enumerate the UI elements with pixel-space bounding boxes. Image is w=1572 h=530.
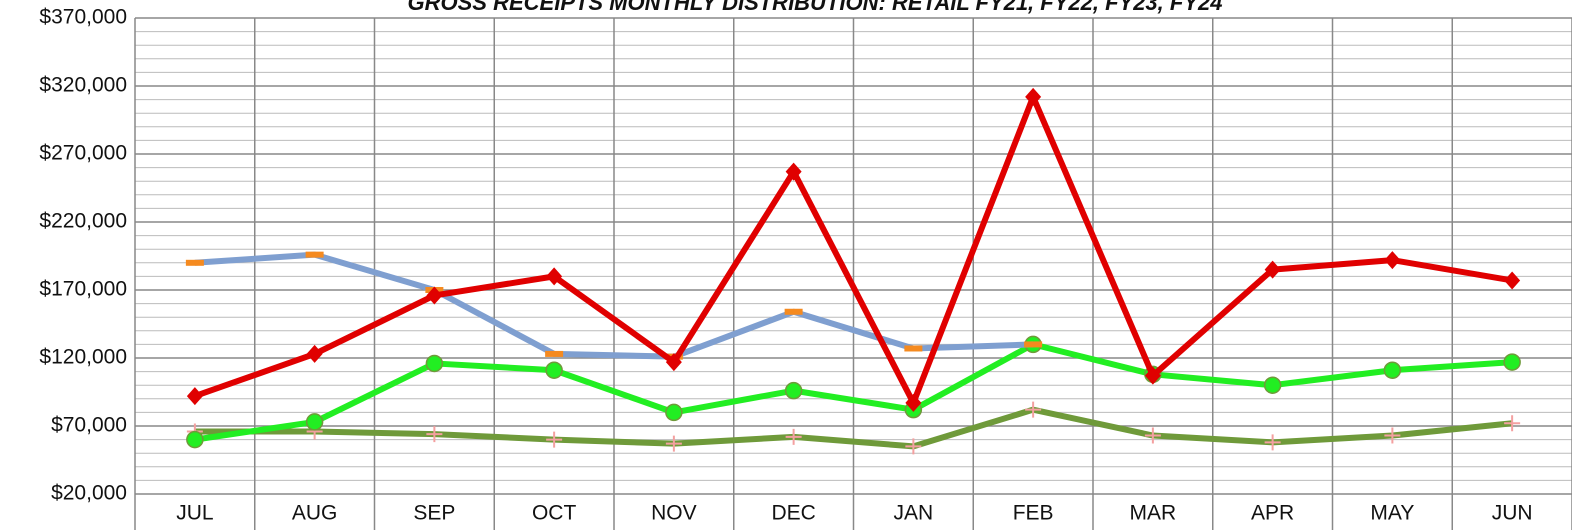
marker xyxy=(186,387,203,406)
marker xyxy=(784,381,803,400)
marker xyxy=(785,428,802,445)
marker xyxy=(185,259,204,266)
x-tick-label: OCT xyxy=(532,502,577,525)
marker xyxy=(305,413,324,431)
y-tick-label: $220,000 xyxy=(39,210,127,233)
marker xyxy=(546,431,563,448)
marker xyxy=(1264,260,1281,279)
marker xyxy=(1264,434,1281,451)
chart-title: GROSS RECEIPTS MONTHLY DISTRIBUTION: RET… xyxy=(408,0,1223,15)
y-tick-label: $170,000 xyxy=(39,278,127,301)
marker xyxy=(186,430,204,449)
marker xyxy=(1144,427,1161,444)
marker xyxy=(1025,87,1042,106)
marker xyxy=(665,403,683,422)
marker xyxy=(426,286,443,305)
marker xyxy=(1504,271,1521,290)
y-tick-label: $20,000 xyxy=(51,482,127,505)
marker xyxy=(1025,401,1042,418)
x-tick-label: DEC xyxy=(771,502,815,525)
marker xyxy=(904,345,923,352)
marker xyxy=(546,267,563,286)
marker xyxy=(1024,341,1043,348)
marker xyxy=(665,353,682,372)
y-tick-label: $120,000 xyxy=(39,346,127,369)
marker xyxy=(545,350,564,357)
x-tick-label: AUG xyxy=(292,502,338,525)
marker xyxy=(785,162,802,181)
marker xyxy=(1503,353,1521,371)
series-line xyxy=(194,341,1513,443)
marker xyxy=(784,308,803,315)
marker xyxy=(1504,415,1521,432)
marker xyxy=(905,438,922,455)
y-tick-label: $370,000 xyxy=(39,6,127,29)
series-line xyxy=(194,251,1034,360)
x-tick-label: MAR xyxy=(1130,502,1177,525)
marker xyxy=(1384,427,1401,444)
marker xyxy=(1144,366,1161,385)
marker xyxy=(545,361,563,379)
x-tick-label: MAY xyxy=(1370,502,1414,525)
marker xyxy=(665,435,682,452)
x-tick-label: NOV xyxy=(651,502,697,525)
x-tick-label: FEB xyxy=(1013,502,1054,525)
x-tick-label: SEP xyxy=(413,502,455,525)
x-tick-label: APR xyxy=(1251,502,1294,525)
marker xyxy=(305,251,324,258)
x-tick-label: JUL xyxy=(176,502,213,525)
x-tick-label: JAN xyxy=(894,502,934,525)
y-tick-label: $320,000 xyxy=(39,74,127,97)
series-line xyxy=(193,93,1513,406)
series-line xyxy=(194,406,1513,450)
marker xyxy=(425,354,444,373)
x-tick-label: JUN xyxy=(1492,502,1533,525)
marker xyxy=(426,426,443,443)
marker xyxy=(1263,376,1282,394)
marker xyxy=(1383,361,1402,379)
marker xyxy=(905,393,922,412)
marker xyxy=(306,344,323,363)
marker xyxy=(1384,251,1401,270)
y-tick-label: $270,000 xyxy=(39,142,127,165)
y-tick-label: $70,000 xyxy=(51,414,127,437)
